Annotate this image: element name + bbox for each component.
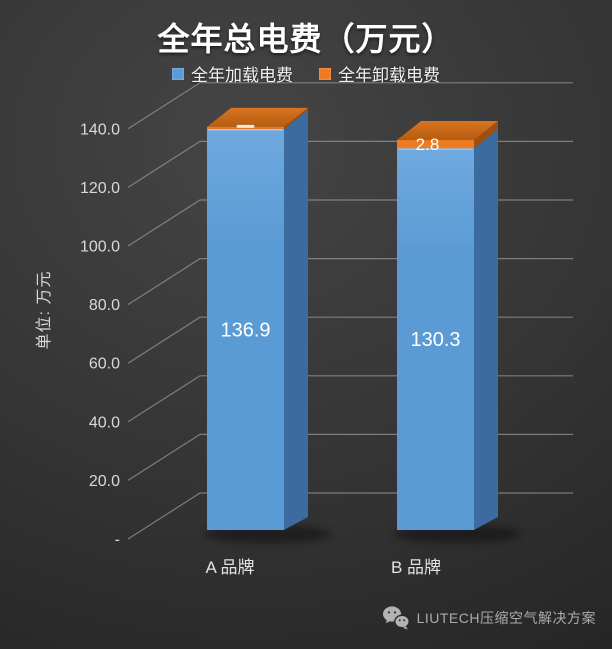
bar-front-loaded	[397, 148, 474, 530]
gridline	[127, 82, 573, 130]
y-tick-label: 20.0	[89, 473, 120, 490]
y-tick-label: 40.0	[89, 414, 120, 431]
data-label-unloaded-occluded	[236, 124, 255, 128]
bar-top-face	[207, 107, 308, 127]
data-label-unloaded: 2.8	[416, 135, 440, 154]
y-tick-label: 80.0	[89, 297, 120, 314]
legend-item-loaded-cost: 全年加载电费	[172, 61, 293, 86]
legend-item-unloaded-cost: 全年卸载电费	[319, 61, 440, 86]
legend: 全年加载电费 全年卸载电费	[0, 61, 612, 86]
bar-front-unloaded	[397, 140, 474, 149]
legend-swatch-blue	[172, 67, 184, 80]
gridline	[127, 375, 573, 423]
chart-title: 全年总电费（万元）	[157, 21, 455, 57]
gridline	[127, 140, 573, 188]
gridline	[127, 199, 573, 247]
y-tick-label: 140.0	[80, 121, 120, 138]
bar-side-unloaded	[284, 107, 308, 129]
legend-swatch-orange	[319, 67, 331, 80]
bar-side-loaded	[474, 129, 498, 530]
data-label-loaded: 130.3	[410, 329, 460, 351]
bar-top-face	[397, 121, 498, 141]
gridline	[127, 316, 573, 364]
bar-front-loaded	[207, 128, 284, 530]
watermark: LIUTECH压缩空气解决方案	[382, 605, 596, 631]
wechat-icon	[382, 606, 410, 630]
gridline	[127, 258, 573, 306]
legend-label-loaded-cost: 全年加载电费	[191, 66, 293, 85]
gridline	[127, 433, 573, 481]
x-category-label: A 品牌	[205, 558, 254, 577]
y-tick-label: 100.0	[80, 239, 120, 256]
legend-label-unloaded-cost: 全年卸载电费	[338, 66, 440, 85]
bar-side-unloaded	[474, 121, 498, 149]
watermark-text: LIUTECH压缩空气解决方案	[416, 610, 596, 626]
x-category-label: B 品牌	[391, 558, 441, 577]
data-label-loaded: 136.9	[220, 319, 270, 341]
y-tick-label: 60.0	[89, 356, 120, 373]
bar-front-unloaded	[207, 126, 284, 129]
y-tick-label: -	[115, 532, 120, 549]
y-tick-label: 120.0	[80, 180, 120, 197]
bar-side-loaded	[284, 109, 308, 531]
